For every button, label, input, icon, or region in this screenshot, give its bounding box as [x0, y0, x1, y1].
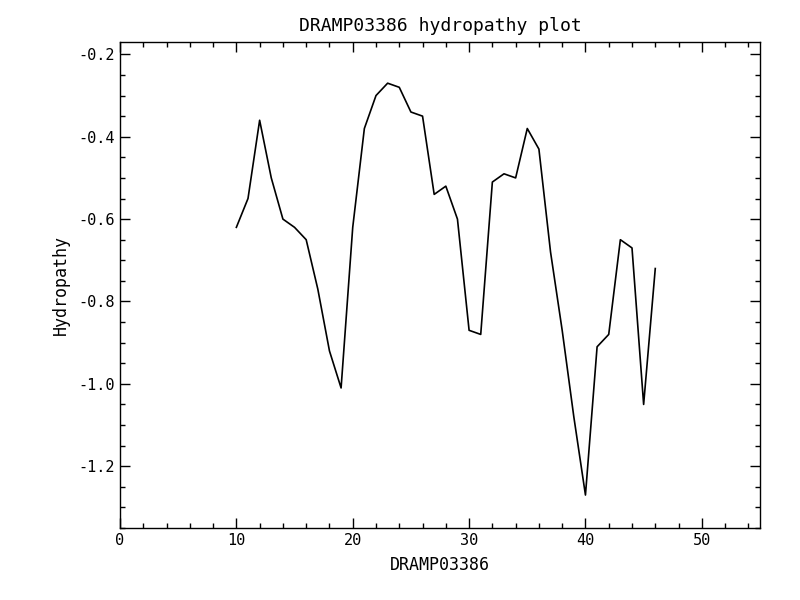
X-axis label: DRAMP03386: DRAMP03386 — [390, 556, 490, 574]
Y-axis label: Hydropathy: Hydropathy — [52, 235, 70, 335]
Title: DRAMP03386 hydropathy plot: DRAMP03386 hydropathy plot — [298, 17, 582, 35]
